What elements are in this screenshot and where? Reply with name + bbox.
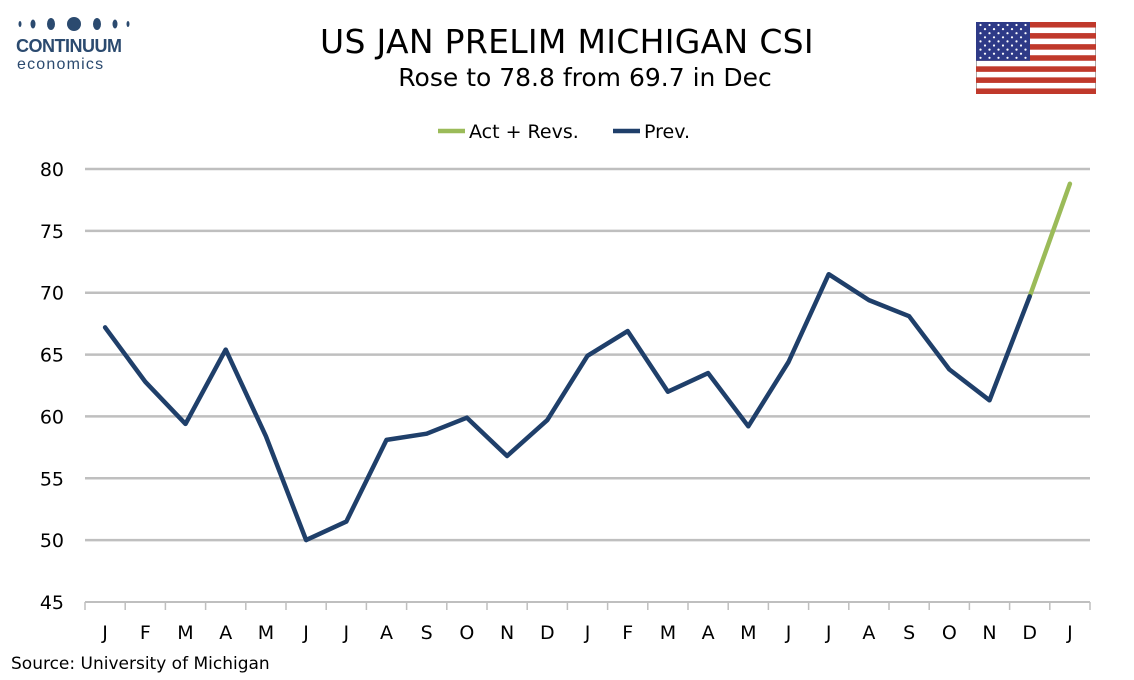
legend-label: Prev. — [644, 121, 690, 143]
x-tick-label: J — [584, 622, 591, 644]
x-tick-label: O — [459, 622, 474, 644]
series-line-act-revs — [1027, 181, 1073, 299]
y-tick-label: 80 — [40, 159, 64, 181]
x-tick-label: A — [702, 622, 715, 644]
x-tick-label: N — [500, 622, 514, 644]
x-tick-label: F — [622, 622, 633, 644]
x-tick-label: M — [740, 622, 756, 644]
x-tick-label: D — [1022, 622, 1037, 644]
series-line-prev — [102, 271, 1032, 543]
x-tick-label: S — [903, 622, 915, 644]
x-tick-label: O — [942, 622, 957, 644]
x-tick-label: J — [1066, 622, 1073, 644]
y-tick-label: 65 — [40, 345, 64, 367]
x-tick-label: M — [258, 622, 274, 644]
y-axis-ticks: 45 50 55 60 65 70 75 80 — [40, 159, 64, 614]
x-tick-label: J — [302, 622, 309, 644]
source-note: Source: University of Michigan — [11, 654, 270, 674]
y-tick-label: 45 — [40, 592, 64, 614]
x-tick-label: J — [342, 622, 349, 644]
continuum-economics-logo: CONTINUUM economics — [14, 14, 144, 76]
x-tick-label: M — [177, 622, 193, 644]
x-tick-label: A — [219, 622, 232, 644]
chart-subtitle: Rose to 78.8 from 69.7 in Dec — [398, 63, 772, 92]
y-tick-label: 50 — [40, 530, 64, 552]
y-tick-label: 60 — [40, 406, 64, 428]
us-flag-icon — [976, 22, 1096, 94]
x-tick-label: F — [140, 622, 151, 644]
y-tick-label: 75 — [40, 221, 64, 243]
x-tick-label: A — [380, 622, 393, 644]
legend-label: Act + Revs. — [469, 121, 579, 143]
logo-dots-icon — [18, 17, 130, 31]
x-tick-label: N — [982, 622, 996, 644]
x-tick-label: J — [825, 622, 832, 644]
logo-wordmark: CONTINUUM — [16, 36, 122, 56]
series-lines — [102, 181, 1073, 543]
x-tick-label: J — [785, 622, 792, 644]
x-tick-label: J — [101, 622, 108, 644]
y-tick-label: 70 — [40, 283, 64, 305]
x-tick-label: M — [660, 622, 676, 644]
grid-lines — [85, 167, 1090, 542]
logo-subtitle: economics — [17, 56, 105, 73]
x-tick-label: D — [540, 622, 555, 644]
x-tick-label: A — [862, 622, 875, 644]
chart-title: US JAN PRELIM MICHIGAN CSI — [320, 22, 814, 61]
y-tick-label: 55 — [40, 468, 64, 490]
x-tick-label: S — [421, 622, 433, 644]
legend: Act + Revs. Prev. — [438, 121, 690, 143]
